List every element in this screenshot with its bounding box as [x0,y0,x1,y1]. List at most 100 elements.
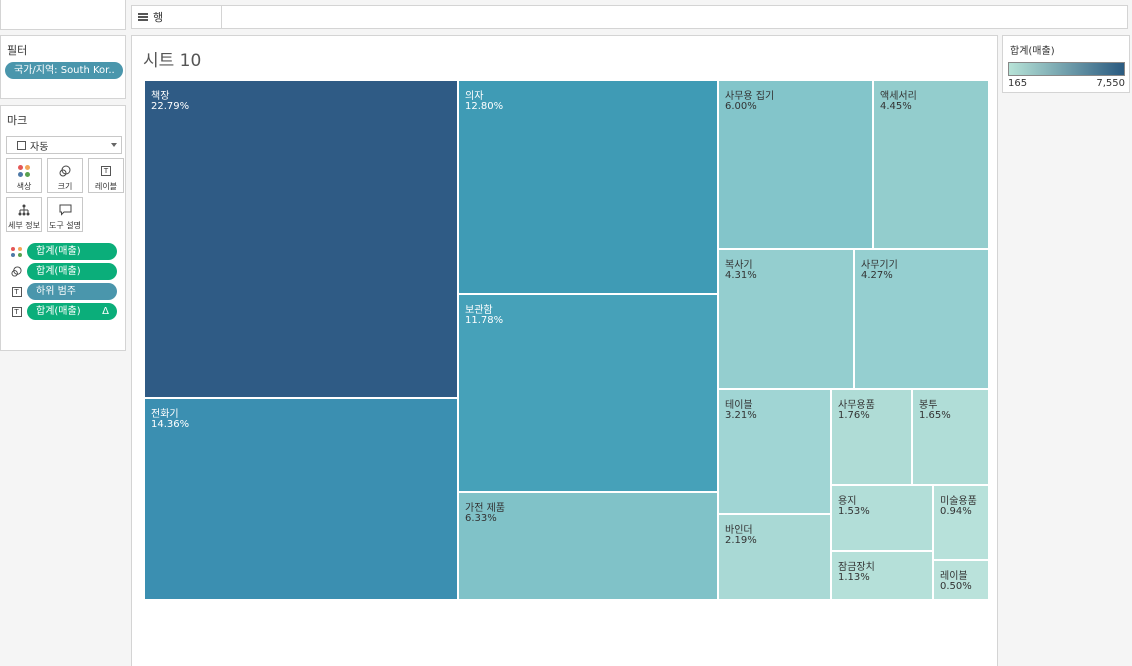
chevron-down-icon [111,143,117,147]
treemap-tile-label: 미술용품 [940,496,977,507]
treemap-tile-label: 잠금장치 [838,562,875,573]
size-button-label: 크기 [57,182,73,191]
treemap-tile-value: 12.80% [465,101,504,112]
treemap-tile[interactable]: 전화기 14.36% [144,398,458,600]
treemap-tile-label: 액세서리 [880,91,917,102]
label-button-label: 레이블 [94,182,118,191]
mark-type-square-icon [17,140,26,150]
treemap-tile-label: 레이블 [940,571,968,582]
marks-title: 마크 [7,114,28,127]
treemap-tile[interactable]: 복사기 4.31% [718,249,854,389]
top-toolbar-strip: 행 [0,0,1132,30]
treemap-tile[interactable]: 테이블 3.21% [718,389,831,514]
treemap-tile-label: 봉투 [919,400,938,411]
color-legend[interactable]: 합계(매출) 165 7,550 [1002,35,1130,93]
mark-type-dropdown[interactable]: 자동 [6,136,122,154]
color-button[interactable]: 색상 [6,158,42,193]
treemap-tile[interactable]: 보관함 11.78% [458,294,718,492]
treemap-tile[interactable]: 액세서리 4.45% [873,80,989,249]
sheet-canvas: 시트 10 책장 22.79% 전화기 14.36% 의자 12.80% 보관함 11.78%… [131,35,998,666]
treemap-tile-value: 0.94% [940,506,972,517]
treemap-tile[interactable]: 레이블 0.50% [933,560,989,600]
hierarchy-icon [18,202,30,218]
treemap-tile-label: 보관함 [465,305,493,316]
treemap-tile-value: 11.78% [465,315,504,326]
treemap-tile-label: 의자 [465,91,484,102]
treemap-tile[interactable]: 책장 22.79% [144,80,458,398]
filters-title: 필터 [7,44,28,57]
treemap-tile-value: 6.33% [465,513,497,524]
treemap-tile[interactable]: 사무용 집기 6.00% [718,80,873,249]
treemap-tile-label: 가전 제품 [465,503,505,514]
marks-panel: 마크 자동 색상 크기 T 레이블 세부 정보 도구 설명 합계 [0,105,126,351]
mark-field-pill[interactable]: 하위 범주 [27,283,117,300]
treemap-tile-label: 복사기 [725,260,753,271]
size-button[interactable]: 크기 [47,158,83,193]
mark-field-pill[interactable]: 합계(매출) [27,243,117,260]
top-left-cell [0,0,126,30]
treemap-tile-label: 테이블 [725,400,753,411]
sheet-title[interactable]: 시트 10 [143,51,202,71]
rows-shelf-label-box: 행 [132,6,222,28]
treemap-tile[interactable]: 가전 제품 6.33% [458,492,718,600]
text-icon: T [101,163,111,179]
legend-title: 합계(매출) [1010,46,1055,57]
mark-type-label: 자동 [30,141,49,153]
color-button-label: 색상 [16,182,32,191]
mark-field-row: T 합계(매출) Δ [11,303,117,320]
treemap-tile-value: 4.31% [725,270,757,281]
mark-field-row: T 하위 범주 [11,283,117,300]
mark-field-pill[interactable]: 합계(매출) [27,263,117,280]
treemap-tile-label: 용지 [838,496,857,507]
mark-field-pill-label: 합계(매출) [36,306,81,317]
treemap-tile-value: 1.76% [838,410,870,421]
treemap-tile-label: 전화기 [151,409,179,420]
treemap-tile[interactable]: 잠금장치 1.13% [831,551,933,600]
speech-bubble-icon [59,202,72,218]
treemap-tile[interactable]: 바인더 2.19% [718,514,831,600]
legend-min-label: 165 [1008,78,1028,89]
treemap-tile-label: 사무용품 [838,400,875,411]
delta-icon: Δ [102,306,109,317]
tooltip-button[interactable]: 도구 설명 [47,197,83,232]
size-icon [59,163,71,179]
text-icon: T [11,286,22,297]
mark-field-row: 합계(매출) [11,263,117,280]
rows-shelf[interactable]: 행 [131,5,1128,29]
text-icon: T [11,306,22,317]
treemap-tile-value: 1.65% [919,410,951,421]
treemap-tile[interactable]: 봉투 1.65% [912,389,989,485]
treemap-tile[interactable]: 용지 1.53% [831,485,933,551]
treemap-chart: 책장 22.79% 전화기 14.36% 의자 12.80% 보관함 11.78% 가전 제품 6… [144,80,989,600]
treemap-tile[interactable]: 사무용품 1.76% [831,389,912,485]
detail-button[interactable]: 세부 정보 [6,197,42,232]
treemap-tile-value: 14.36% [151,419,190,430]
tooltip-button-label: 도구 설명 [49,221,81,230]
filter-pill-country[interactable]: 국가/지역: South Kor.. [5,62,123,79]
rows-shelf-label: 행 [153,11,164,24]
treemap-tile-label: 사무용 집기 [725,91,775,102]
treemap-tile[interactable]: 사무기기 4.27% [854,249,989,389]
color-dots-icon [10,246,22,257]
treemap-tile-label: 책장 [151,91,170,102]
rows-list-icon [138,13,148,21]
filters-panel: 필터 국가/지역: South Kor.. [0,35,126,99]
treemap-tile-value: 2.19% [725,535,757,546]
treemap-tile-value: 1.53% [838,506,870,517]
treemap-tile-value: 4.27% [861,270,893,281]
treemap-tile-value: 0.50% [940,581,972,592]
treemap-tile-value: 3.21% [725,410,757,421]
legend-panel: 합계(매출) 165 7,550 [1002,35,1130,666]
detail-button-label: 세부 정보 [8,221,40,230]
color-dots-icon [18,163,30,179]
treemap-tile-value: 6.00% [725,101,757,112]
label-button[interactable]: T 레이블 [88,158,124,193]
treemap-tile-value: 1.13% [838,572,870,583]
treemap-tile-label: 사무기기 [861,260,898,271]
treemap-tile[interactable]: 미술용품 0.94% [933,485,989,560]
treemap-tile-value: 22.79% [151,101,190,112]
mark-field-pill[interactable]: 합계(매출) Δ [27,303,117,320]
treemap-tile-label: 바인더 [725,525,753,536]
size-icon [11,266,22,277]
treemap-tile[interactable]: 의자 12.80% [458,80,718,294]
